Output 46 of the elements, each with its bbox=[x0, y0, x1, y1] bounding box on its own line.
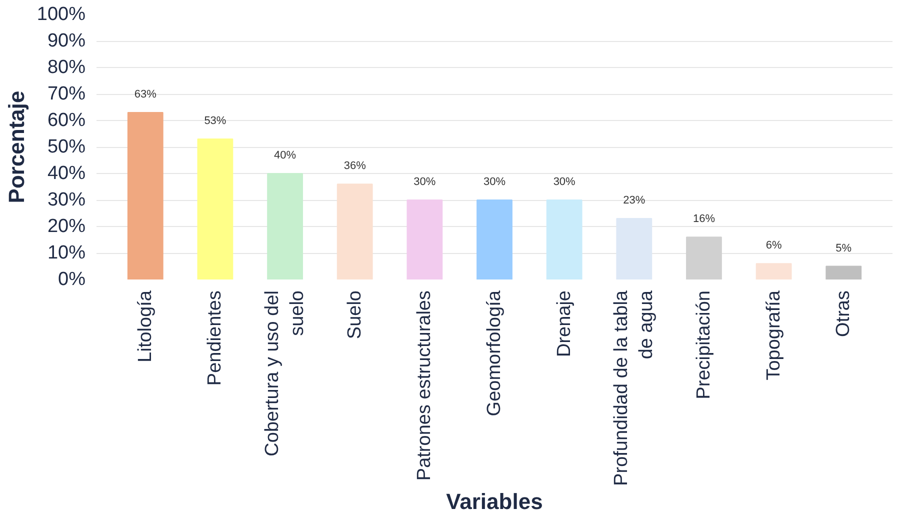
bar bbox=[267, 173, 303, 280]
x-tick-label: Profundidad de la tabla de agua bbox=[611, 290, 658, 486]
data-label: 30% bbox=[483, 176, 506, 188]
y-tick-label: 70% bbox=[47, 84, 86, 104]
y-tick-label: 50% bbox=[47, 136, 86, 158]
bar bbox=[127, 112, 164, 280]
y-tick-label: 0% bbox=[58, 269, 86, 290]
y-tick-label: 90% bbox=[47, 30, 86, 52]
x-tick-label: Precipitación bbox=[693, 290, 714, 400]
data-label: 5% bbox=[836, 242, 852, 254]
y-tick-label: 30% bbox=[47, 190, 86, 210]
data-label: 30% bbox=[553, 176, 576, 188]
x-tick-label: Patrones estructurales bbox=[414, 290, 436, 481]
bar bbox=[686, 236, 722, 280]
bar bbox=[616, 218, 652, 280]
x-tick-label: Topografía bbox=[763, 290, 784, 380]
x-axis-title: Variables bbox=[446, 488, 543, 514]
bar bbox=[406, 200, 443, 280]
data-label: 16% bbox=[692, 213, 716, 226]
bar bbox=[336, 184, 373, 280]
data-label: 23% bbox=[623, 194, 646, 207]
y-tick-label: 40% bbox=[47, 163, 86, 184]
data-label: 6% bbox=[766, 240, 782, 252]
y-tick-label: 60% bbox=[47, 110, 86, 131]
y-tick-label: 80% bbox=[47, 57, 86, 78]
data-label: 63% bbox=[134, 88, 157, 101]
y-tick-label: 10% bbox=[47, 242, 86, 264]
data-label: 36% bbox=[344, 160, 366, 172]
bar bbox=[476, 200, 512, 280]
bar bbox=[756, 263, 792, 280]
y-tick-label: 100% bbox=[36, 4, 86, 25]
x-tick-label: Litología bbox=[134, 290, 156, 362]
x-tick-label: Drenaje bbox=[554, 290, 575, 358]
bar bbox=[826, 266, 862, 280]
x-tick-label: Suelo bbox=[344, 290, 366, 340]
y-axis-title: Porcentaje bbox=[4, 90, 29, 204]
data-label: 40% bbox=[274, 150, 296, 162]
data-label: 30% bbox=[414, 176, 436, 188]
x-tick-label: Pendientes bbox=[204, 290, 226, 386]
bar bbox=[546, 200, 582, 280]
x-tick-label: Otras bbox=[833, 290, 854, 337]
bar bbox=[197, 138, 234, 280]
x-tick-label: Cobertura y uso del suelo bbox=[262, 290, 308, 456]
data-label: 53% bbox=[204, 115, 226, 128]
y-tick-label: 20% bbox=[47, 216, 86, 237]
x-tick-label: Geomorfología bbox=[484, 290, 505, 416]
